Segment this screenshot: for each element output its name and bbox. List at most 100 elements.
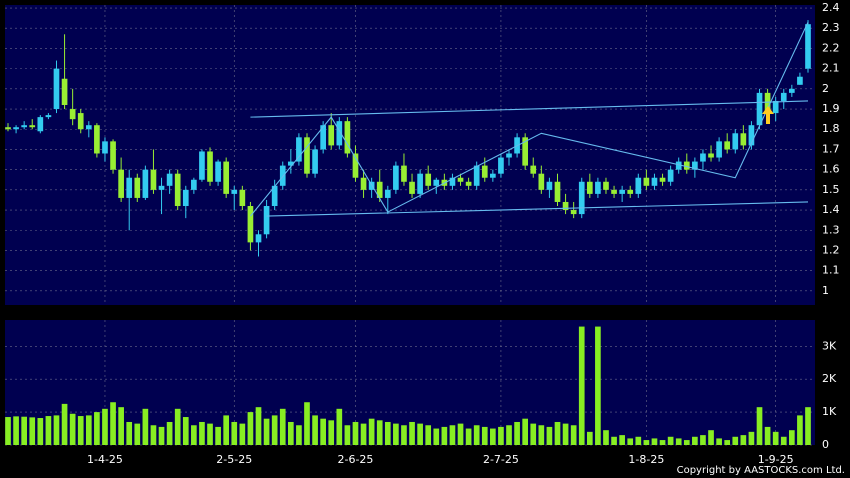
volume-bar <box>134 423 141 445</box>
volume-bar <box>263 418 270 445</box>
volume-bar <box>740 435 747 445</box>
candle-body <box>546 181 553 190</box>
candle-body <box>247 206 254 243</box>
volume-bar <box>182 417 189 445</box>
volume-bar <box>578 326 585 445</box>
volume-bar <box>85 415 92 445</box>
candle-body <box>797 76 803 85</box>
candle-body <box>506 153 512 158</box>
volume-bar <box>102 408 108 445</box>
candle-body <box>554 181 561 202</box>
candle-body <box>708 153 714 158</box>
volume-bar <box>789 430 795 445</box>
volume-bar <box>546 426 553 445</box>
candle-body <box>376 181 383 198</box>
volume-bar <box>239 423 246 445</box>
candle-body <box>578 181 585 215</box>
volume-bar <box>150 425 157 445</box>
volume-bar <box>643 440 650 445</box>
candle-body <box>627 189 634 194</box>
candle-body <box>239 189 246 207</box>
candle-body <box>29 125 36 128</box>
volume-bar <box>619 435 625 445</box>
candle-body <box>21 125 27 128</box>
volume-bar <box>118 407 124 445</box>
volume-bar <box>449 425 456 445</box>
volume-bar <box>296 425 302 445</box>
candle-body <box>287 161 294 166</box>
volume-bar <box>29 417 36 445</box>
volume-bar <box>199 421 205 445</box>
volume-bar <box>473 425 480 445</box>
y-tick-label: 2K <box>822 372 837 385</box>
volume-bar <box>174 408 181 445</box>
candle-body <box>69 109 76 120</box>
volume-bar <box>433 428 440 445</box>
candle-body <box>481 165 488 178</box>
arrow-marker <box>762 106 774 124</box>
y-tick-label: 2.3 <box>822 21 840 34</box>
volume-bar <box>780 436 787 445</box>
volume-bar <box>328 420 335 445</box>
candle-body <box>643 177 650 186</box>
volume-bar <box>336 408 343 445</box>
candle-body <box>215 161 221 182</box>
volume-bar <box>522 418 529 445</box>
volume-bar <box>635 436 642 445</box>
volume-bar <box>441 426 448 445</box>
volume-bar <box>360 423 367 445</box>
y-tick-label: 1.3 <box>822 223 840 236</box>
y-tick-label: 1.4 <box>822 203 840 216</box>
volume-bar <box>247 412 254 445</box>
volume-bar <box>425 425 432 445</box>
volume-bar <box>344 425 351 445</box>
candle-body <box>150 169 157 190</box>
candle-body <box>570 210 577 215</box>
candle-body <box>360 177 367 190</box>
candle-body <box>667 169 674 182</box>
candle-body <box>675 161 682 170</box>
trend-line <box>249 21 809 217</box>
volume-bar <box>595 326 601 445</box>
volume-bar <box>490 428 496 445</box>
price-panel <box>5 5 815 305</box>
candle-body <box>174 173 181 207</box>
candle-body <box>764 92 771 114</box>
volume-bar <box>659 440 666 445</box>
candle-body <box>595 181 601 194</box>
y-tick-label: 1.2 <box>822 243 840 256</box>
candle-body <box>304 137 310 174</box>
volume-bar <box>158 426 165 445</box>
volume-bar <box>683 440 690 445</box>
volume-bar <box>772 431 779 445</box>
volume-bar <box>708 430 714 445</box>
y-tick-label: 1 <box>822 284 829 297</box>
volume-bar <box>61 403 68 445</box>
candle-body <box>756 92 763 126</box>
volume-bar <box>94 412 100 445</box>
x-tick-label: 1-4-25 <box>87 453 123 466</box>
candle-body <box>263 206 270 235</box>
volume-bar <box>279 408 286 445</box>
y-tick-label: 2.4 <box>822 1 840 14</box>
volume-bar <box>724 440 731 445</box>
volume-bar <box>376 420 383 445</box>
candle-body <box>142 169 149 198</box>
volume-bar <box>732 436 739 445</box>
candle-body <box>611 189 617 194</box>
candle-body <box>134 177 141 198</box>
candle-body <box>465 181 472 186</box>
candle-body <box>13 127 19 130</box>
volume-bar <box>69 413 76 445</box>
volume-bar <box>554 421 561 445</box>
volume-bar <box>231 421 238 445</box>
y-tick-label: 1.7 <box>822 142 840 155</box>
volume-bar <box>675 438 682 445</box>
candle-body <box>223 161 230 194</box>
volume-bar <box>384 421 391 445</box>
x-tick-label: 1-8-25 <box>628 453 664 466</box>
x-tick-label: 2-5-25 <box>216 453 252 466</box>
volume-bar <box>764 426 771 445</box>
volume-bar <box>287 421 294 445</box>
volume-bar <box>627 438 634 445</box>
